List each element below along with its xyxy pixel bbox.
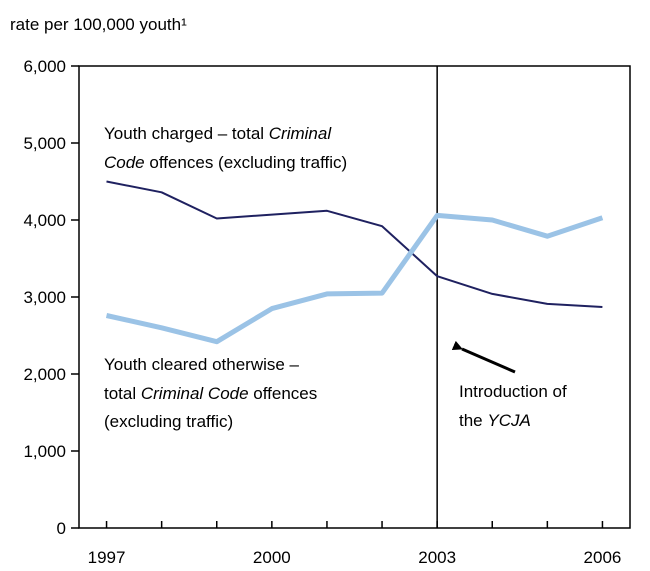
y-tick-label: 6,000 bbox=[23, 57, 66, 76]
youth-charged-line bbox=[106, 180, 603, 308]
cleared-annotation-line1: Youth cleared otherwise – bbox=[104, 355, 300, 374]
ycja-annotation-line1: Introduction of bbox=[459, 382, 567, 401]
y-tick-label: 1,000 bbox=[23, 442, 66, 461]
y-axis-label: rate per 100,000 youth¹ bbox=[10, 15, 187, 34]
y-tick-label: 0 bbox=[57, 519, 66, 538]
x-tick-label: 2003 bbox=[418, 548, 456, 567]
charged-annotation-line2: Code offences (excluding traffic) bbox=[104, 153, 347, 172]
ycja-annotation-line2: the YCJA bbox=[459, 411, 531, 430]
y-tick-label: 3,000 bbox=[23, 288, 66, 307]
y-tick-label: 2,000 bbox=[23, 365, 66, 384]
y-axis-ticks: 0 1,000 2,000 3,000 4,000 5,000 6,000 bbox=[23, 57, 79, 538]
youth-cleared-otherwise-line bbox=[105, 212, 604, 345]
x-tick-label: 2006 bbox=[584, 548, 622, 567]
series-layer bbox=[105, 180, 604, 345]
x-tick-label: 2000 bbox=[253, 548, 291, 567]
ycja-arrow bbox=[451, 340, 516, 374]
charged-annotation-line1: Youth charged – total Criminal bbox=[104, 124, 332, 143]
cleared-annotation-line3: (excluding traffic) bbox=[104, 412, 233, 431]
y-tick-label: 4,000 bbox=[23, 211, 66, 230]
y-tick-label: 5,000 bbox=[23, 134, 66, 153]
cleared-annotation-line2: total Criminal Code offences bbox=[104, 384, 317, 403]
x-tick-label: 1997 bbox=[88, 548, 126, 567]
x-axis-ticks: 1997 2000 2003 2006 bbox=[88, 521, 622, 567]
